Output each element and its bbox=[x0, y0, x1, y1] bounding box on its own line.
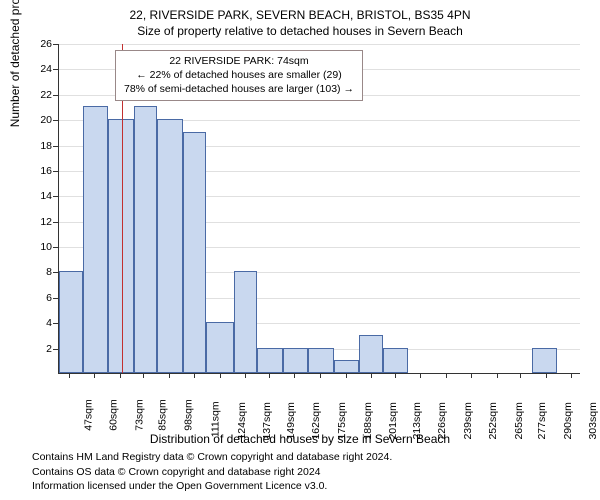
annotation-line: ← 22% of detached houses are smaller (29… bbox=[124, 68, 354, 82]
x-tick-label: 111sqm bbox=[216, 352, 228, 395]
y-tick-label: 8 bbox=[28, 266, 52, 278]
x-tick bbox=[94, 373, 95, 378]
y-tick-label: 12 bbox=[28, 216, 52, 228]
histogram-bar bbox=[134, 106, 158, 373]
x-tick-label: 149sqm bbox=[291, 351, 303, 395]
x-tick bbox=[346, 373, 347, 378]
chart-container: 22, RIVERSIDE PARK, SEVERN BEACH, BRISTO… bbox=[0, 8, 600, 38]
y-tick-label: 14 bbox=[28, 190, 52, 202]
chart-title-line1: 22, RIVERSIDE PARK, SEVERN BEACH, BRISTO… bbox=[0, 8, 600, 22]
y-tick bbox=[53, 196, 59, 197]
y-tick-label: 4 bbox=[28, 317, 52, 329]
footer-line3: Information licensed under the Open Gove… bbox=[32, 479, 392, 493]
x-tick-label: 303sqm bbox=[593, 351, 600, 395]
x-tick bbox=[69, 373, 70, 378]
x-tick bbox=[471, 373, 472, 378]
y-tick-label: 24 bbox=[28, 63, 52, 75]
y-tick-label: 20 bbox=[28, 114, 52, 126]
x-tick-label: 252sqm bbox=[493, 351, 505, 395]
histogram-bar bbox=[157, 119, 183, 373]
footer-line2: Contains OS data © Crown copyright and d… bbox=[32, 465, 392, 479]
y-tick-label: 16 bbox=[28, 165, 52, 177]
x-axis-label: Distribution of detached houses by size … bbox=[0, 432, 600, 446]
footer-line1: Contains HM Land Registry data © Crown c… bbox=[32, 450, 392, 464]
histogram-bar bbox=[183, 132, 207, 373]
x-tick bbox=[546, 373, 547, 378]
x-tick bbox=[395, 373, 396, 378]
y-tick bbox=[53, 247, 59, 248]
annotation-line: 22 RIVERSIDE PARK: 74sqm bbox=[124, 54, 354, 68]
y-tick-label: 18 bbox=[28, 140, 52, 152]
footer-attribution: Contains HM Land Registry data © Crown c… bbox=[32, 450, 392, 493]
y-tick bbox=[53, 44, 59, 45]
y-tick-label: 22 bbox=[28, 89, 52, 101]
x-tick-label: 188sqm bbox=[368, 351, 380, 395]
chart-title-line2: Size of property relative to detached ho… bbox=[0, 24, 600, 38]
x-tick bbox=[520, 373, 521, 378]
x-tick bbox=[120, 373, 121, 378]
x-tick bbox=[420, 373, 421, 378]
annotation-box: 22 RIVERSIDE PARK: 74sqm← 22% of detache… bbox=[115, 50, 363, 101]
y-tick-label: 26 bbox=[28, 38, 52, 50]
y-tick bbox=[53, 171, 59, 172]
x-tick bbox=[446, 373, 447, 378]
x-tick bbox=[571, 373, 572, 378]
x-tick bbox=[220, 373, 221, 378]
x-tick-label: 73sqm bbox=[139, 354, 151, 393]
x-tick bbox=[269, 373, 270, 378]
x-tick bbox=[194, 373, 195, 378]
x-tick bbox=[143, 373, 144, 378]
x-tick-label: 124sqm bbox=[242, 351, 254, 395]
y-tick-label: 2 bbox=[28, 343, 52, 355]
y-tick-label: 6 bbox=[28, 292, 52, 304]
histogram-bar bbox=[83, 106, 109, 373]
y-axis-label: Number of detached properties bbox=[8, 0, 22, 127]
histogram-bar bbox=[108, 119, 134, 373]
y-tick-label: 10 bbox=[28, 241, 52, 253]
x-tick-label: 226sqm bbox=[442, 351, 454, 395]
x-tick bbox=[245, 373, 246, 378]
x-tick-label: 290sqm bbox=[568, 351, 580, 395]
x-tick-label: 239sqm bbox=[468, 351, 480, 395]
plot-area: 246810121416182022242647sqm60sqm73sqm85s… bbox=[58, 44, 580, 374]
y-tick bbox=[53, 95, 59, 96]
gridline bbox=[59, 44, 580, 45]
y-tick bbox=[53, 146, 59, 147]
x-tick-label: 162sqm bbox=[317, 351, 329, 395]
annotation-line: 78% of semi-detached houses are larger (… bbox=[124, 82, 354, 96]
x-tick bbox=[371, 373, 372, 378]
y-tick bbox=[53, 222, 59, 223]
x-tick bbox=[294, 373, 295, 378]
x-tick-label: 277sqm bbox=[542, 351, 554, 395]
y-tick bbox=[53, 120, 59, 121]
histogram-bar bbox=[59, 271, 83, 373]
x-tick-label: 175sqm bbox=[342, 351, 354, 395]
y-tick bbox=[53, 69, 59, 70]
x-tick bbox=[320, 373, 321, 378]
x-tick bbox=[497, 373, 498, 378]
x-tick bbox=[169, 373, 170, 378]
x-tick-label: 213sqm bbox=[417, 351, 429, 395]
